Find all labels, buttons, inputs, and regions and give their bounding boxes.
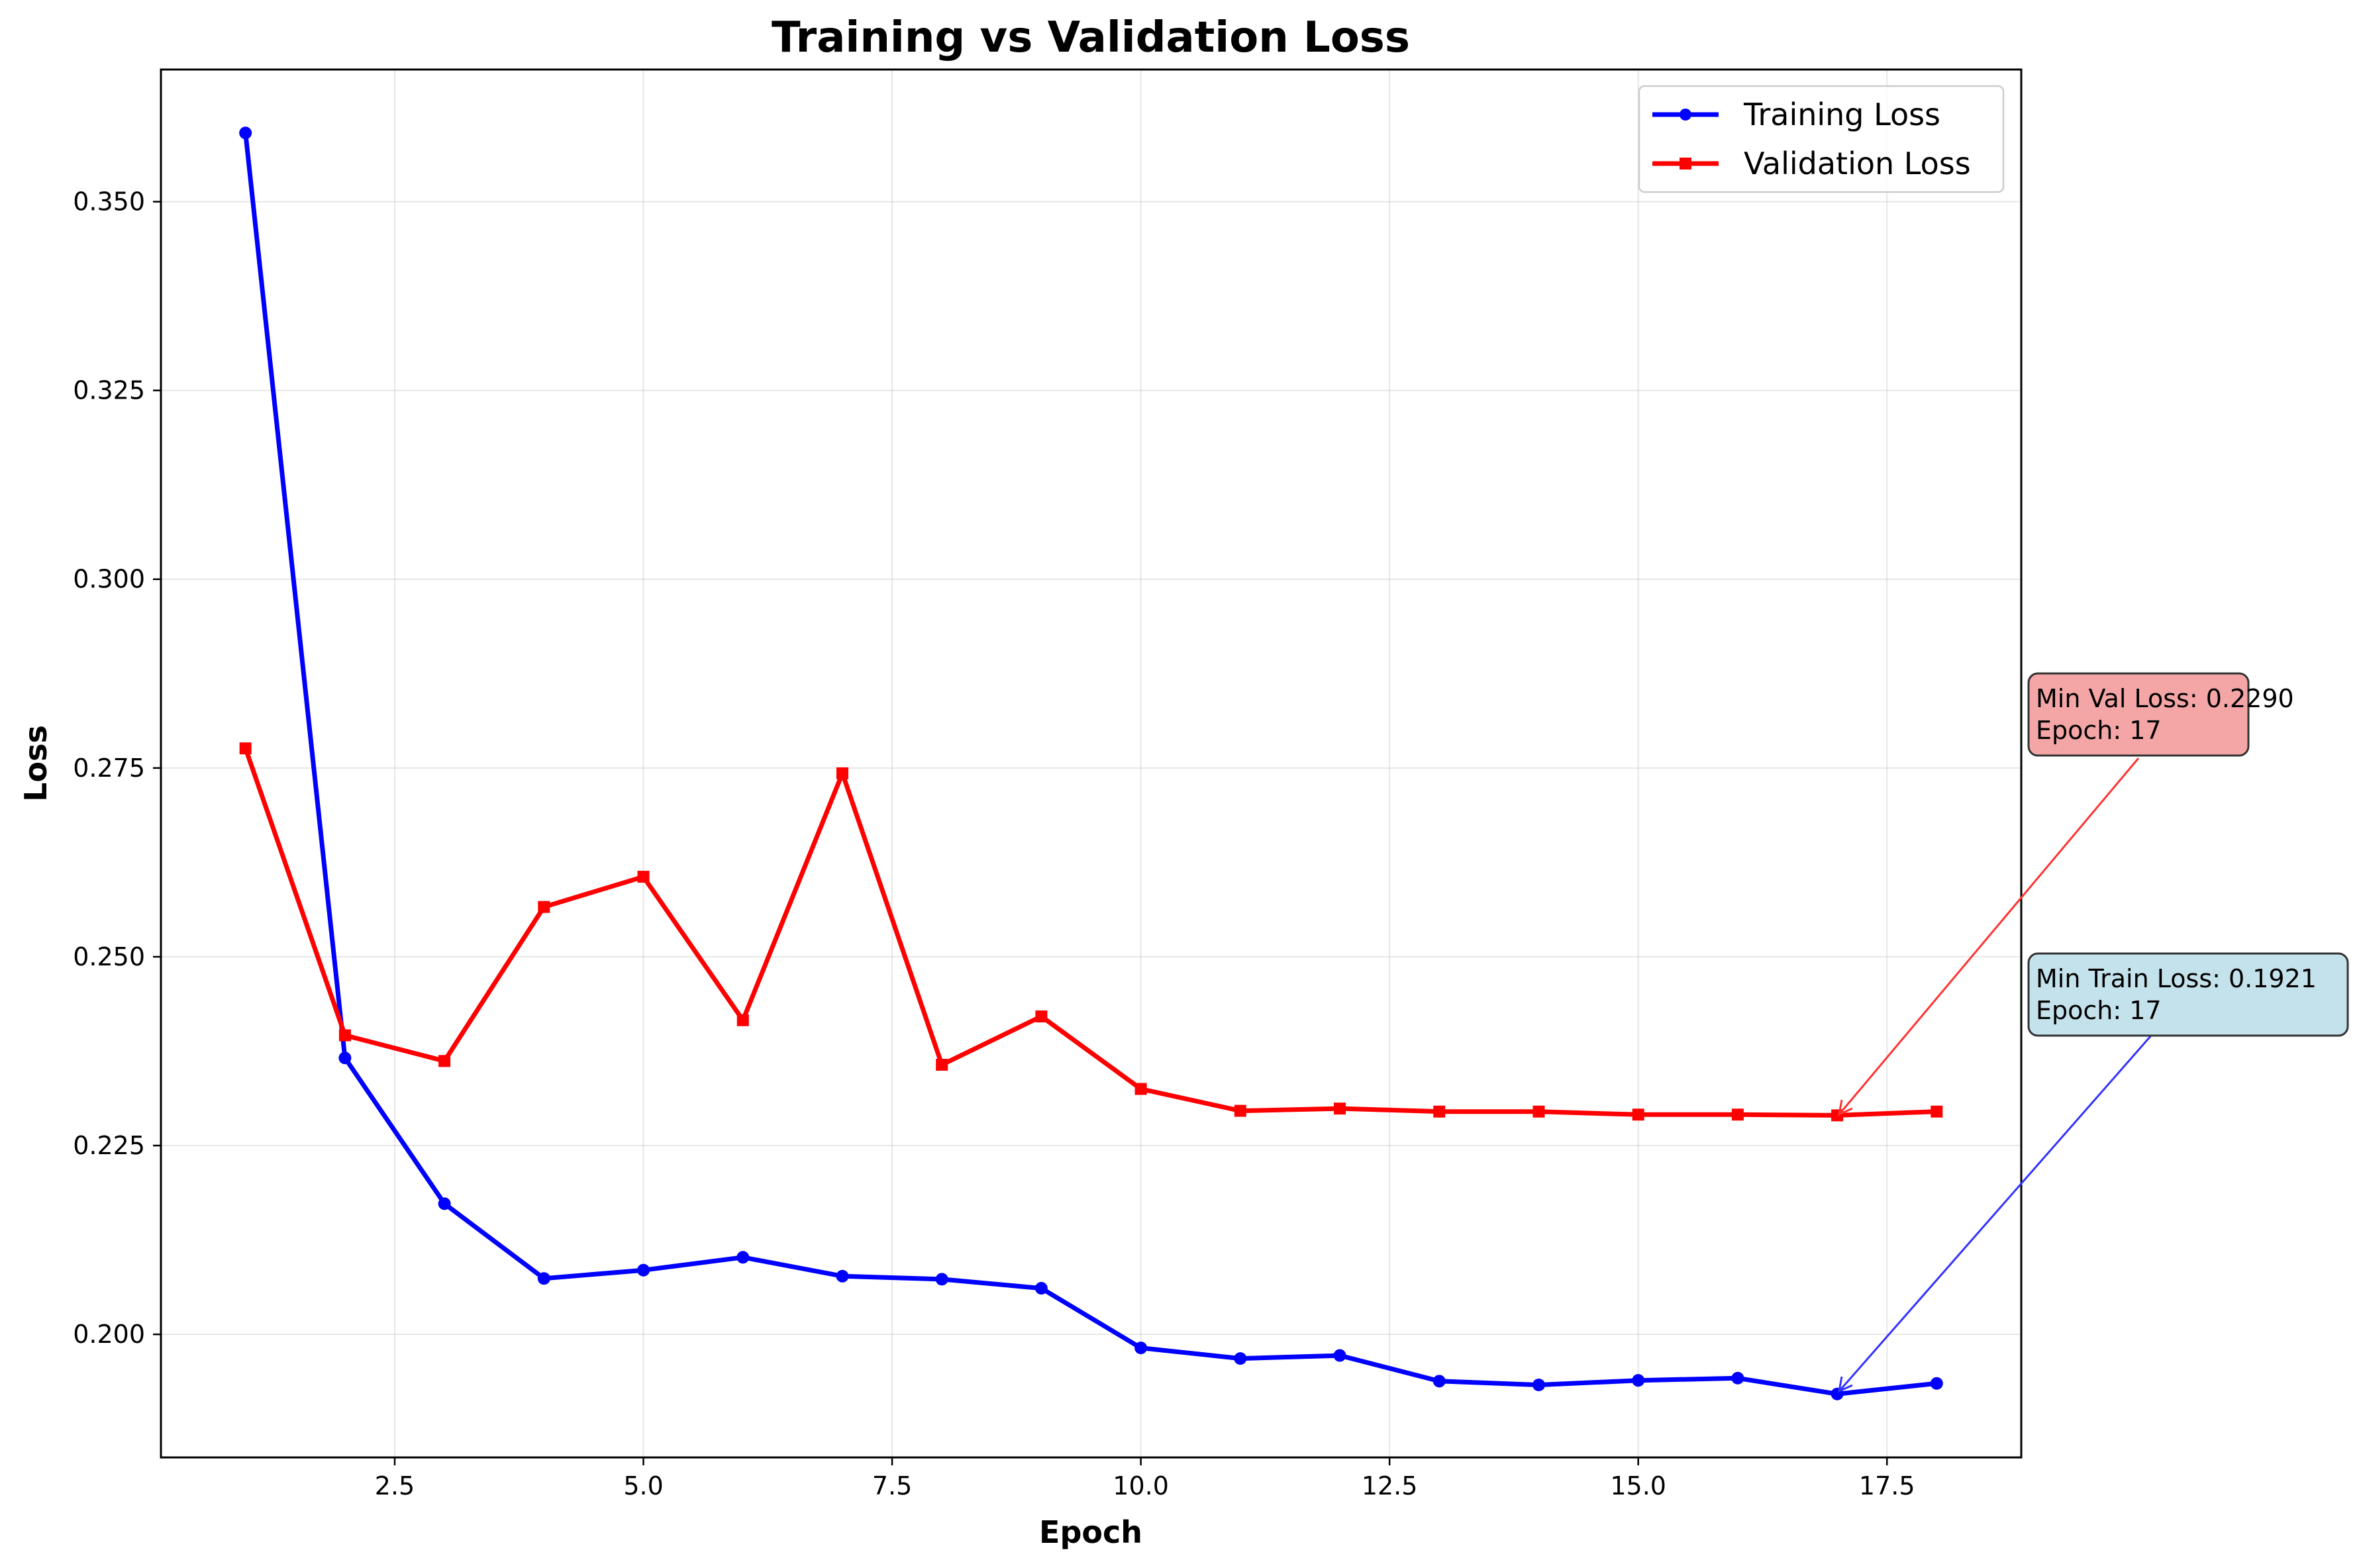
data-point-validation-loss	[1334, 1102, 1346, 1115]
data-point-validation-loss	[1134, 1083, 1147, 1095]
series-training-loss	[239, 126, 1943, 1400]
chart-title: Training vs Validation Loss	[772, 13, 1410, 62]
annotation-text-min-train-line2: Epoch: 17	[2036, 996, 2162, 1025]
data-point-training-loss	[1731, 1371, 1744, 1385]
y-tick-label: 0.350	[73, 187, 145, 217]
data-point-training-loss	[239, 126, 252, 140]
x-tick-label: 15.0	[1610, 1471, 1666, 1500]
data-point-validation-loss	[936, 1059, 948, 1071]
data-point-training-loss	[1532, 1379, 1545, 1392]
series-layer	[239, 126, 1943, 1400]
data-point-training-loss	[1333, 1349, 1346, 1362]
data-point-validation-loss	[1931, 1105, 1943, 1118]
tick-layer: 2.5 5.0 7.5 10.0 12.5 15.0 17.5 0.200 0.225 0.250…	[73, 187, 1915, 1500]
x-tick-label: 2.5	[375, 1471, 415, 1500]
legend-label-training: Training Loss	[1743, 97, 1940, 132]
x-tick-label: 7.5	[872, 1471, 912, 1500]
plot-frame	[160, 68, 2023, 1459]
data-point-training-loss	[338, 1052, 352, 1065]
x-tick-label: 12.5	[1362, 1471, 1418, 1500]
y-tick-label: 0.250	[73, 942, 145, 971]
legend-marker-training	[1680, 109, 1691, 121]
data-point-validation-loss	[338, 1029, 351, 1042]
annotation-arrow-min-val	[1838, 758, 2140, 1115]
data-point-validation-loss	[1731, 1108, 1744, 1121]
annotation-box-min-train	[2027, 952, 2349, 1037]
data-point-training-loss	[438, 1197, 451, 1210]
annotation-text-min-train-line1: Min Train Loss: 0.1921	[2036, 964, 2317, 993]
y-tick-label: 0.325	[73, 376, 145, 405]
annotation-text-min-val-line2: Epoch: 17	[2036, 716, 2162, 745]
y-tick-label: 0.275	[73, 754, 145, 783]
data-point-validation-loss	[836, 767, 848, 779]
y-tick-label: 0.200	[73, 1320, 145, 1349]
data-point-training-loss	[537, 1272, 550, 1285]
data-point-training-loss	[1034, 1282, 1048, 1295]
series-line-training-loss	[243, 132, 1937, 1396]
data-point-validation-loss	[1632, 1108, 1644, 1121]
legend-label-validation: Validation Loss	[1744, 146, 1971, 181]
annotation-box-min-val	[2027, 672, 2250, 757]
y-tick-label: 0.225	[73, 1131, 145, 1160]
annotation-arrowhead-min-val	[1838, 1099, 1853, 1116]
y-tick-label: 0.300	[73, 565, 145, 594]
data-point-training-loss	[1930, 1377, 1943, 1390]
legend-marker-validation	[1680, 158, 1691, 170]
x-tick-label: 17.5	[1859, 1471, 1915, 1500]
data-point-training-loss	[1134, 1342, 1148, 1355]
legend-box	[1638, 85, 2005, 193]
data-point-validation-loss	[1532, 1105, 1545, 1118]
data-point-training-loss	[1234, 1352, 1247, 1365]
data-point-training-loss	[637, 1263, 650, 1277]
x-axis-label: Epoch	[1039, 1514, 1142, 1550]
legend: Training Loss Validation Loss	[1638, 85, 2005, 193]
series-line-validation-loss	[243, 748, 1937, 1118]
data-point-training-loss	[836, 1269, 849, 1283]
annotation-arrowhead-min-train	[1838, 1376, 1853, 1393]
data-point-validation-loss	[1433, 1105, 1446, 1118]
data-point-validation-loss	[637, 871, 650, 883]
annotation-arrow-min-train	[1838, 1035, 2152, 1392]
data-point-training-loss	[736, 1251, 750, 1264]
x-tick-label: 5.0	[623, 1471, 663, 1500]
y-axis-label: Loss	[18, 725, 54, 802]
data-point-validation-loss	[736, 1014, 749, 1026]
data-point-validation-loss	[239, 742, 252, 755]
data-point-validation-loss	[1234, 1104, 1246, 1117]
annotation-min-val: Min Val Loss: 0.2290 Epoch: 17	[1838, 672, 2294, 1116]
data-point-validation-loss	[438, 1055, 451, 1067]
series-validation-loss	[239, 742, 1943, 1122]
x-tick-label: 10.0	[1113, 1471, 1169, 1500]
data-point-training-loss	[1432, 1375, 1446, 1388]
data-point-training-loss	[1632, 1374, 1645, 1387]
grid	[161, 70, 2021, 1457]
data-point-training-loss	[935, 1273, 948, 1286]
data-point-validation-loss	[538, 901, 550, 913]
annotation-text-min-val-line1: Min Val Loss: 0.2290	[2036, 684, 2294, 713]
data-point-validation-loss	[1035, 1010, 1048, 1023]
annotation-min-train: Min Train Loss: 0.1921 Epoch: 17	[1838, 952, 2349, 1393]
